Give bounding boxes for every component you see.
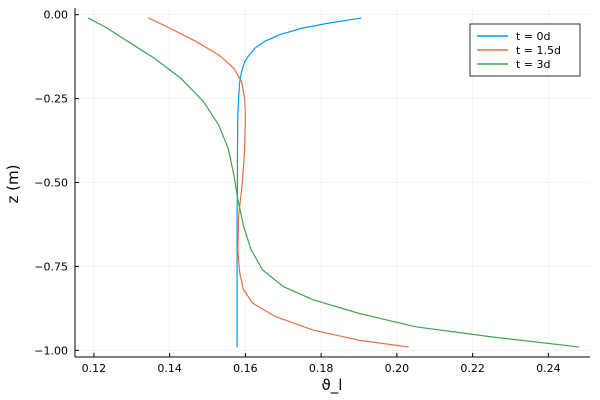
y-tick-label: −0.50 (34, 177, 68, 190)
x-tick-label: 0.14 (157, 362, 182, 375)
series-group (87, 17, 580, 348)
y-tick-label: 0.00 (44, 9, 69, 22)
x-tick-label: 0.24 (536, 362, 561, 375)
x-tick-label: 0.16 (233, 362, 258, 375)
y-tick-label: −1.00 (34, 344, 68, 357)
x-tick-label: 0.12 (82, 362, 107, 375)
y-axis-label: z (m) (4, 165, 22, 204)
series-line-1 (148, 17, 409, 348)
x-tick-label: 0.18 (309, 362, 334, 375)
legend-label-1: t = 1.5d (516, 44, 561, 57)
legend-label-2: t = 3d (516, 58, 551, 71)
x-tick-label: 0.20 (385, 362, 410, 375)
x-ticks: 0.12 0.14 0.16 0.18 0.20 0.22 0.24 (82, 353, 561, 375)
y-tick-label: −0.25 (34, 93, 68, 106)
series-line-2 (87, 17, 580, 348)
x-tick-label: 0.22 (460, 362, 485, 375)
y-ticks: 0.00 −0.25 −0.50 −0.75 −1.00 (34, 9, 79, 357)
legend: t = 0d t = 1.5d t = 3d (469, 23, 581, 77)
series-line-0 (236, 17, 362, 348)
legend-label-0: t = 0d (516, 30, 551, 43)
y-tick-label: −0.75 (34, 260, 68, 273)
x-axis-label: ϑ_l (322, 376, 343, 395)
